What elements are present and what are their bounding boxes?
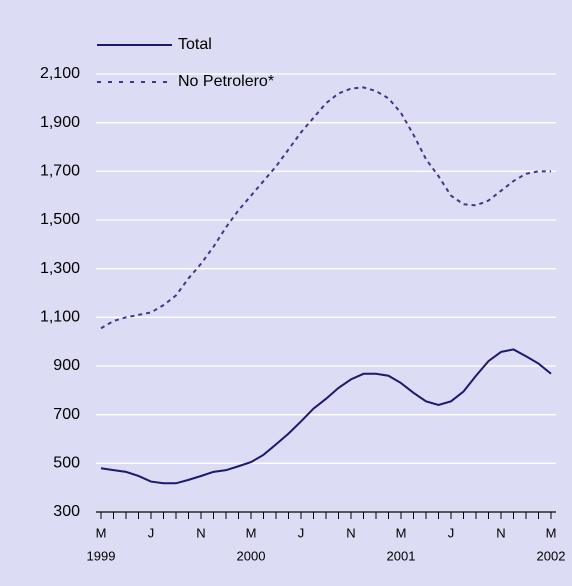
legend-label: No Petrolero* xyxy=(178,73,274,90)
x-year-label: 1999 xyxy=(87,548,116,563)
x-tick-label: J xyxy=(298,525,305,540)
x-tick-label: J xyxy=(448,525,455,540)
x-tick-label: N xyxy=(196,525,205,540)
y-tick-label: 1,100 xyxy=(40,309,80,326)
y-tick-label: 1,700 xyxy=(40,163,80,180)
series-line xyxy=(100,86,551,330)
x-year-label: 2002 xyxy=(537,548,566,563)
x-tick-label: N xyxy=(346,525,355,540)
y-tick-label: 300 xyxy=(53,503,80,520)
legend-label: Total xyxy=(178,36,212,53)
x-tick-label: J xyxy=(148,525,155,540)
y-tick-label: 900 xyxy=(53,357,80,374)
x-tick-label: M xyxy=(396,525,407,540)
y-tick-label: 1,900 xyxy=(40,114,80,131)
y-tick-label: 1,300 xyxy=(40,260,80,277)
x-tick-label: M xyxy=(96,525,107,540)
y-tick-label: 2,100 xyxy=(40,65,80,82)
x-year-label: 2001 xyxy=(387,548,416,563)
x-year-label: 2000 xyxy=(237,548,266,563)
y-tick-label: 1,500 xyxy=(40,211,80,228)
series-line xyxy=(100,348,552,485)
x-tick-label: M xyxy=(546,525,557,540)
y-tick-label: 500 xyxy=(53,455,80,472)
x-tick-label: N xyxy=(496,525,505,540)
y-tick-label: 700 xyxy=(53,406,80,423)
x-tick-label: M xyxy=(246,525,257,540)
